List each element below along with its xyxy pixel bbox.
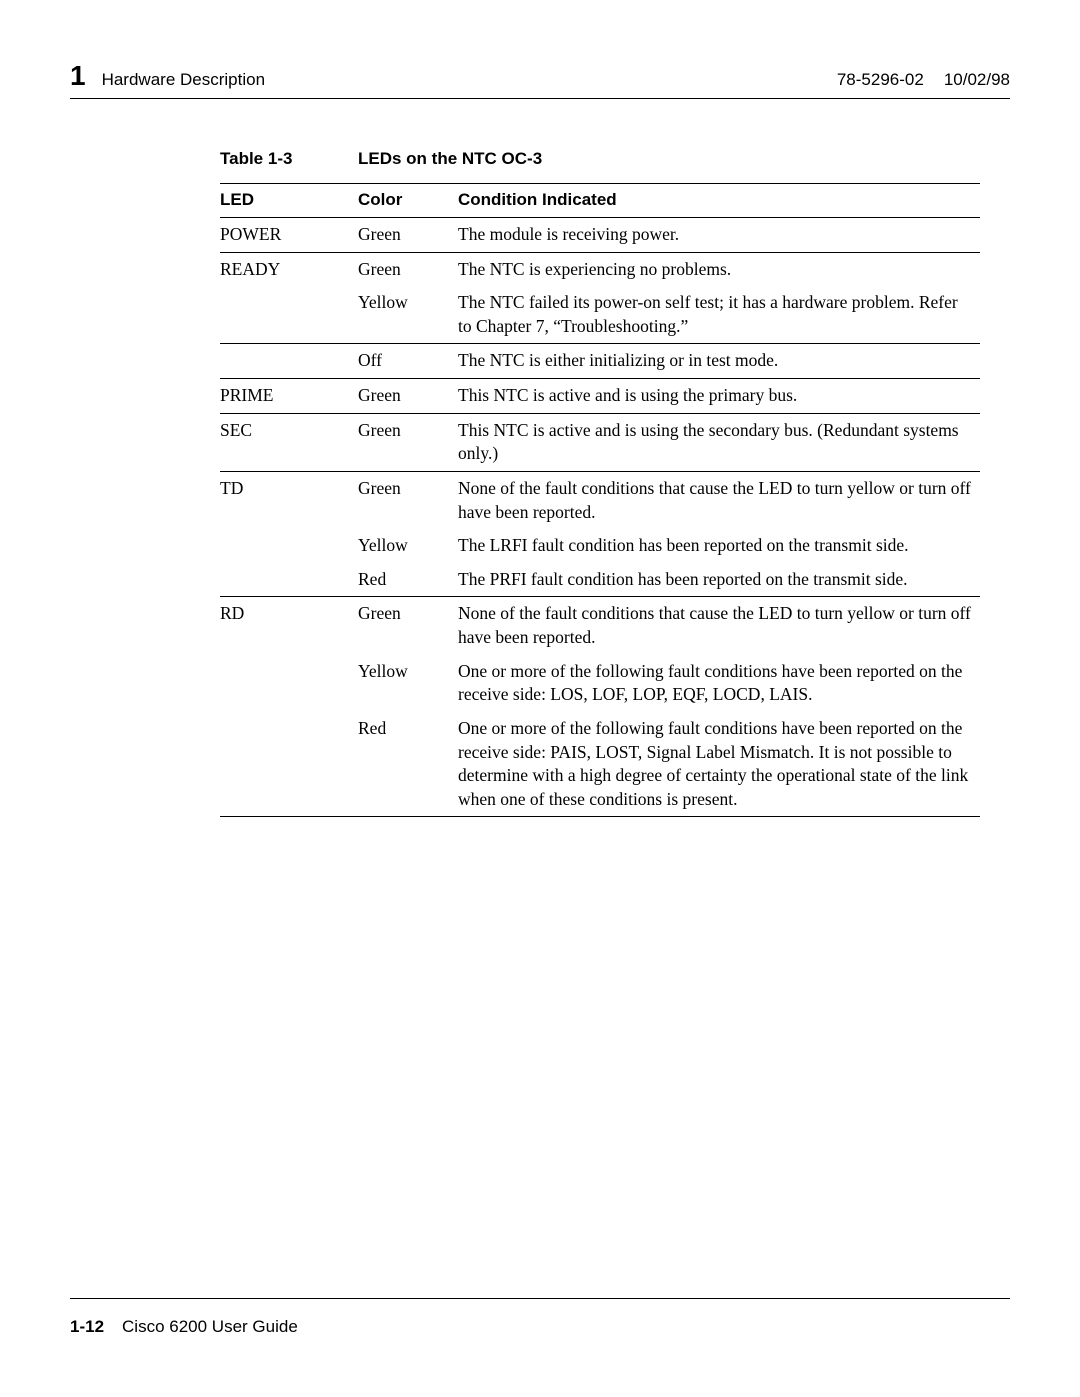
table-row: YellowOne or more of the following fault… xyxy=(220,655,980,712)
cell-condition: The NTC is either initializing or in tes… xyxy=(458,344,980,379)
header-right: 78-5296-02 10/02/98 xyxy=(837,70,1010,90)
doc-number: 78-5296-02 xyxy=(837,70,924,90)
cell-color: Green xyxy=(358,597,458,655)
cell-led: TD xyxy=(220,471,358,529)
cell-led xyxy=(220,712,358,817)
cell-led: PRIME xyxy=(220,379,358,414)
page-header: 1 Hardware Description 78-5296-02 10/02/… xyxy=(70,60,1010,99)
cell-condition: This NTC is active and is using the prim… xyxy=(458,379,980,414)
cell-condition: This NTC is active and is using the seco… xyxy=(458,413,980,471)
cell-color: Off xyxy=(358,344,458,379)
cell-color: Yellow xyxy=(358,529,458,563)
table-row: RedOne or more of the following fault co… xyxy=(220,712,980,817)
cell-led: SEC xyxy=(220,413,358,471)
header-left: 1 Hardware Description xyxy=(70,60,265,92)
table-title: LEDs on the NTC OC-3 xyxy=(358,149,542,169)
cell-condition: None of the fault conditions that cause … xyxy=(458,597,980,655)
col-color: Color xyxy=(358,184,458,218)
cell-led xyxy=(220,529,358,563)
cell-condition: The NTC is experiencing no problems. xyxy=(458,252,980,286)
cell-led: RD xyxy=(220,597,358,655)
cell-color: Green xyxy=(358,413,458,471)
book-title: Cisco 6200 User Guide xyxy=(122,1317,298,1337)
table-row: PRIMEGreenThis NTC is active and is usin… xyxy=(220,379,980,414)
cell-condition: The module is receiving power. xyxy=(458,217,980,252)
cell-condition: One or more of the following fault condi… xyxy=(458,655,980,712)
page: 1 Hardware Description 78-5296-02 10/02/… xyxy=(0,0,1080,1397)
cell-condition: One or more of the following fault condi… xyxy=(458,712,980,817)
cell-condition: The PRFI fault condition has been report… xyxy=(458,563,980,597)
doc-date: 10/02/98 xyxy=(944,70,1010,90)
table-row: TDGreenNone of the fault conditions that… xyxy=(220,471,980,529)
content-area: Table 1-3 LEDs on the NTC OC-3 LED Color… xyxy=(220,149,980,817)
cell-led xyxy=(220,655,358,712)
table-row: YellowThe NTC failed its power-on self t… xyxy=(220,286,980,344)
cell-condition: The LRFI fault condition has been report… xyxy=(458,529,980,563)
table-caption: Table 1-3 LEDs on the NTC OC-3 xyxy=(220,149,980,169)
cell-color: Red xyxy=(358,563,458,597)
page-number: 1-12 xyxy=(70,1317,104,1337)
table-row: RDGreenNone of the fault conditions that… xyxy=(220,597,980,655)
cell-led xyxy=(220,563,358,597)
cell-led xyxy=(220,286,358,344)
cell-color: Yellow xyxy=(358,286,458,344)
cell-led: POWER xyxy=(220,217,358,252)
table-row: RedThe PRFI fault condition has been rep… xyxy=(220,563,980,597)
cell-color: Red xyxy=(358,712,458,817)
chapter-number: 1 xyxy=(70,60,86,92)
cell-color: Yellow xyxy=(358,655,458,712)
cell-led xyxy=(220,344,358,379)
cell-color: Green xyxy=(358,252,458,286)
page-footer: 1-12 Cisco 6200 User Guide xyxy=(70,1298,1010,1337)
cell-color: Green xyxy=(358,217,458,252)
table-row: OffThe NTC is either initializing or in … xyxy=(220,344,980,379)
col-cond: Condition Indicated xyxy=(458,184,980,218)
table-row: SECGreenThis NTC is active and is using … xyxy=(220,413,980,471)
chapter-title: Hardware Description xyxy=(102,70,265,90)
cell-led: READY xyxy=(220,252,358,286)
cell-condition: The NTC failed its power-on self test; i… xyxy=(458,286,980,344)
table-row: POWERGreenThe module is receiving power. xyxy=(220,217,980,252)
col-led: LED xyxy=(220,184,358,218)
table-number: Table 1-3 xyxy=(220,149,358,169)
led-table: LED Color Condition Indicated POWERGreen… xyxy=(220,183,980,817)
table-row: YellowThe LRFI fault condition has been … xyxy=(220,529,980,563)
cell-color: Green xyxy=(358,379,458,414)
cell-condition: None of the fault conditions that cause … xyxy=(458,471,980,529)
table-header-row: LED Color Condition Indicated xyxy=(220,184,980,218)
table-row: READYGreenThe NTC is experiencing no pro… xyxy=(220,252,980,286)
cell-color: Green xyxy=(358,471,458,529)
